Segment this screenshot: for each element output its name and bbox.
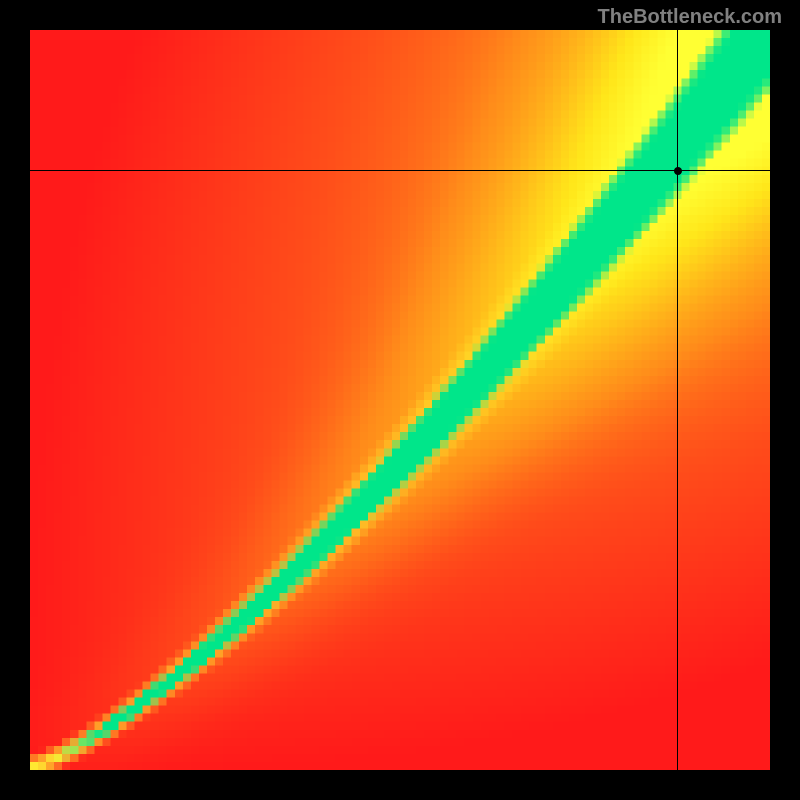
crosshair-vertical — [677, 0, 678, 800]
bottleneck-heatmap — [30, 30, 770, 770]
watermark-text: TheBottleneck.com — [598, 6, 782, 29]
selection-marker — [674, 167, 682, 175]
